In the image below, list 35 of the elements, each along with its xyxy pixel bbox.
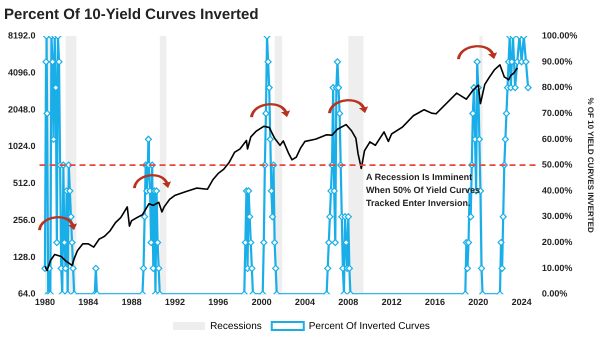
y2-tick-label: 20.00% — [542, 237, 572, 248]
y-tick-label: 4096.0 — [8, 67, 36, 78]
y2-tick-label: 70.00% — [542, 108, 572, 118]
y-tick-label: 128.0 — [12, 252, 36, 262]
y2-tick-label: 30.00% — [542, 211, 572, 222]
x-tick-label: 1980 — [34, 297, 55, 308]
y2-tick-label: 50.00% — [542, 160, 572, 170]
x-tick-label: 1984 — [78, 297, 98, 308]
x-tick-label: 1988 — [122, 297, 142, 308]
y-tick-label: 64.0 — [18, 288, 36, 299]
x-tick-label: 1992 — [164, 297, 185, 308]
y-tick-label: 512.0 — [12, 178, 36, 188]
y2-tick-label: 10.00% — [542, 262, 572, 273]
y2-axis-title: % OF 10 YIELD CURVES INVERTED — [586, 97, 595, 233]
x-tick-label: 1996 — [208, 297, 228, 308]
x-tick-label: 2000 — [252, 297, 272, 308]
y-tick-label: 256.0 — [12, 214, 36, 225]
y2-tick-label: 0.00% — [542, 288, 568, 299]
y-tick-label: 1024.0 — [8, 141, 36, 152]
y2-tick-label: 60.00% — [542, 134, 572, 144]
x-tick-label: 2020 — [468, 297, 488, 308]
x-tick-label: 2008 — [338, 297, 358, 308]
y2-tick-label: 80.00% — [542, 82, 572, 92]
y2-tick-label: 100.00% — [542, 30, 578, 40]
y-tick-label: 8192.0 — [8, 30, 36, 40]
x-tick-label: 2004 — [294, 297, 315, 308]
y-tick-label: 2048.0 — [8, 104, 36, 114]
y2-tick-label: 40.00% — [542, 185, 572, 196]
x-tick-label: 2016 — [424, 297, 445, 308]
chart-title: Percent Of 10-Yield Curves Inverted — [4, 6, 259, 24]
legend-label: Percent Of Inverted Curves — [308, 320, 430, 332]
x-tick-label: 2024 — [512, 297, 532, 308]
y2-tick-label: 90.00% — [542, 56, 572, 66]
legend-label: Recessions — [210, 320, 262, 332]
x-tick-label: 2012 — [382, 297, 402, 308]
